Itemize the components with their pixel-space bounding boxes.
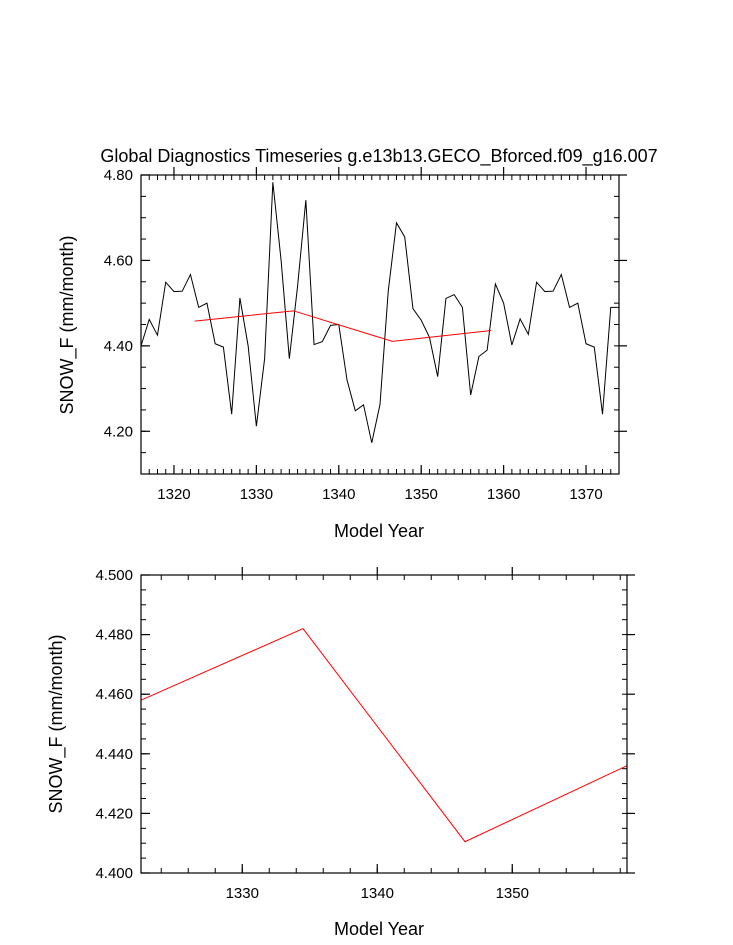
annual-series-line	[140, 182, 619, 443]
y-tick-label: 4.60	[104, 252, 133, 269]
mean-series-line	[140, 628, 628, 843]
x-tick-label: 1330	[240, 486, 273, 503]
y-tick-label: 4.20	[104, 423, 133, 440]
top-plot-area: 1320 1330 1340 1350 1360 1370 4.20 4.40 4.60 4.80	[104, 167, 627, 503]
bottom-x-axis-title: Model Year	[334, 919, 424, 939]
y-tick-label: 4.40	[104, 338, 133, 355]
plot-frame	[140, 174, 620, 475]
x-tick-label: 1320	[157, 486, 190, 503]
x-tick-label: 1370	[569, 486, 602, 503]
bottom-panel: 1330 1340 1350 4.400 4.420 4.440 4.460 4.480 4.5…	[46, 567, 635, 939]
y-tick-label: 4.480	[95, 627, 133, 644]
bottom-plot-area: 1330 1340 1350 4.400 4.420 4.440 4.460 4.480 4.5…	[95, 567, 635, 902]
mean-series-line	[194, 310, 492, 342]
top-x-axis-title: Model Year	[334, 521, 424, 541]
y-tick-label: 4.500	[95, 567, 133, 584]
top-y-axis-title: SNOW_F (mm/month)	[57, 235, 78, 414]
y-tick-label: 4.440	[95, 746, 133, 763]
x-tick-label: 1340	[361, 885, 394, 902]
x-tick-label: 1360	[487, 486, 520, 503]
x-tick-label: 1350	[405, 486, 438, 503]
top-panel: 1320 1330 1340 1350 1360 1370 4.20 4.40 4.60 4.80…	[57, 167, 627, 541]
x-tick-label: 1350	[496, 885, 529, 902]
y-tick-label: 4.80	[104, 167, 133, 184]
plot-frame	[140, 574, 628, 874]
x-tick-label: 1330	[226, 885, 259, 902]
bottom-y-axis-title: SNOW_F (mm/month)	[46, 634, 67, 813]
chart-title: Global Diagnostics Timeseries g.e13b13.G…	[100, 146, 657, 167]
y-tick-label: 4.400	[95, 865, 133, 882]
y-tick-label: 4.460	[95, 686, 133, 703]
y-tick-label: 4.420	[95, 805, 133, 822]
x-tick-label: 1340	[322, 486, 355, 503]
